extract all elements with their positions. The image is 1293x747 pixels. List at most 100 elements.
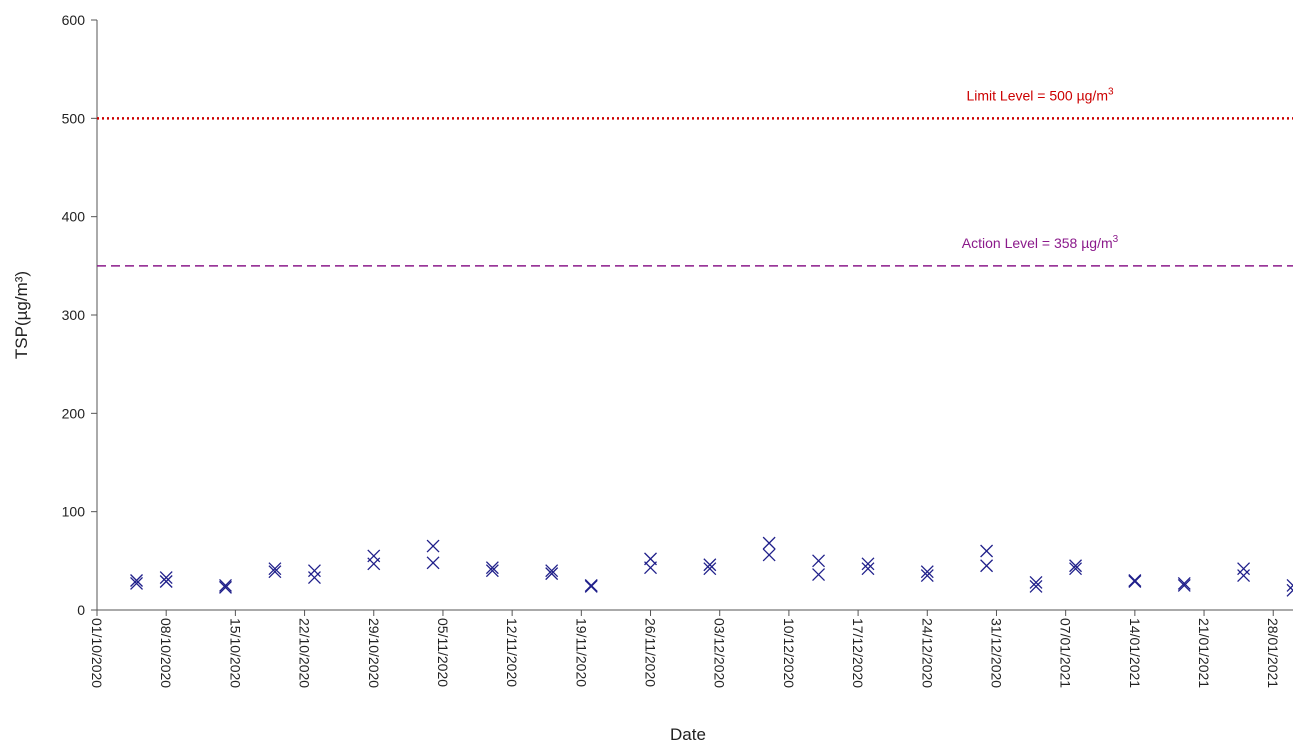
reference-lines: Limit Level = 500 µg/m3 Action Level = 35… [97, 86, 1293, 267]
data-point [219, 580, 232, 594]
marker-stroke [1069, 562, 1083, 576]
marker-stroke [980, 544, 994, 558]
marker-stroke [1069, 559, 1083, 573]
marker-stroke [545, 564, 559, 578]
marker-stroke [1237, 562, 1251, 576]
x-axis-title: Date [670, 725, 706, 744]
x-tick-label: 19/11/2020 [573, 618, 589, 687]
marker-stroke [1286, 589, 1293, 597]
marker-stroke [426, 556, 440, 570]
data-point [703, 562, 717, 576]
data-point [1069, 559, 1083, 573]
x-tick-label: 08/10/2020 [158, 618, 174, 688]
marker-stroke [1128, 574, 1142, 587]
marker-stroke [762, 536, 776, 550]
data-point [1286, 583, 1293, 597]
x-tick-label: 12/11/2020 [504, 618, 520, 687]
data-point [307, 564, 321, 578]
data-point [159, 575, 173, 588]
x-tick-label: 01/10/2020 [89, 618, 105, 688]
x-tick-label: 10/12/2020 [781, 618, 797, 688]
x-tick-label: 24/12/2020 [919, 618, 935, 688]
data-point [367, 549, 381, 563]
marker-stroke [485, 564, 499, 578]
x-tick-label: 31/12/2020 [988, 618, 1004, 688]
marker-stroke [545, 567, 559, 581]
data-point [1177, 576, 1191, 590]
marker-stroke [307, 564, 321, 578]
marker-stroke [920, 565, 934, 579]
x-tick-label: 26/11/2020 [643, 618, 659, 687]
marker-stroke [762, 548, 776, 562]
marker-stroke [584, 579, 598, 593]
data-point [920, 565, 934, 579]
marker-stroke [703, 558, 717, 572]
marker-stroke [1128, 575, 1142, 588]
marker-stroke [861, 557, 875, 571]
x-tick-label: 03/12/2020 [712, 618, 728, 688]
marker-stroke [1177, 578, 1191, 592]
marker-stroke [219, 580, 232, 594]
data-point [1128, 574, 1142, 587]
reference-line-label: Action Level = 358 µg/m3 [962, 234, 1119, 251]
marker-stroke [812, 568, 826, 582]
x-tick-label: 22/10/2020 [297, 618, 313, 688]
data-point [545, 567, 559, 581]
data-point [762, 536, 776, 550]
marker-stroke [130, 574, 143, 587]
x-tick-label: 29/10/2020 [366, 618, 382, 688]
data-point [219, 578, 232, 592]
data-point [762, 548, 776, 562]
marker-stroke [268, 562, 282, 576]
data-point [130, 574, 143, 587]
data-point [1286, 578, 1293, 592]
marker-stroke [1286, 584, 1293, 592]
axes: 0 100 200 300 400 500 600 01/10/2020 08/10/2020 1… [62, 12, 1293, 688]
marker-stroke [1029, 579, 1043, 593]
marker-stroke [1286, 578, 1293, 587]
data-point [703, 558, 717, 572]
data-point [426, 556, 440, 570]
x-tick-label: 21/01/2021 [1196, 618, 1212, 688]
data-point [584, 578, 598, 592]
marker-stroke [584, 578, 598, 592]
data-point [268, 562, 282, 576]
data-point [485, 564, 499, 578]
data-point [1069, 562, 1083, 576]
y-tick-label: 0 [77, 602, 85, 618]
data-point [920, 569, 934, 583]
data-point [861, 562, 875, 576]
marker-stroke [426, 539, 440, 553]
data-point [426, 539, 440, 553]
data-points [130, 536, 1293, 597]
y-tick-label: 400 [62, 209, 86, 225]
data-point [485, 561, 499, 575]
data-point [1237, 569, 1251, 583]
data-point [812, 568, 826, 582]
data-point [644, 552, 657, 566]
y-tick-label: 200 [62, 405, 86, 421]
data-point [545, 564, 559, 578]
data-point [1177, 578, 1191, 592]
data-point [307, 571, 321, 585]
marker-stroke [812, 554, 826, 568]
marker-stroke [485, 561, 499, 575]
marker-stroke [644, 552, 657, 566]
data-point [1237, 562, 1251, 576]
marker-stroke [367, 549, 381, 563]
marker-stroke [159, 575, 173, 588]
x-tick-label: 14/01/2021 [1127, 618, 1143, 688]
data-point [268, 565, 282, 579]
marker-stroke [1029, 576, 1043, 589]
marker-stroke [861, 562, 875, 576]
data-point [159, 571, 173, 585]
marker-stroke [1286, 583, 1293, 592]
x-tick-label: 15/10/2020 [227, 618, 243, 688]
y-tick-label: 600 [62, 12, 86, 28]
x-tick-label: 28/01/2021 [1265, 618, 1281, 688]
marker-stroke [1177, 576, 1191, 590]
y-tick-label: 500 [62, 110, 86, 126]
y-tick-label: 100 [62, 504, 86, 520]
data-point [130, 576, 143, 590]
data-point [584, 579, 598, 593]
